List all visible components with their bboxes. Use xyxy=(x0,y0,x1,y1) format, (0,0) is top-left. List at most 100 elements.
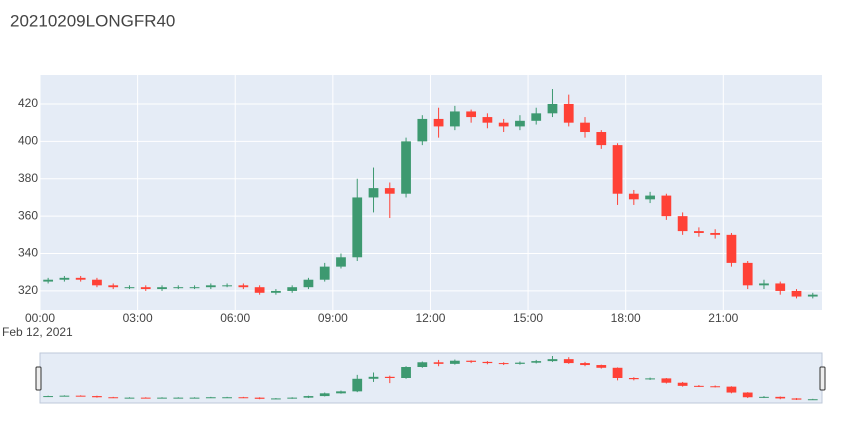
candle-body xyxy=(596,132,607,146)
candle-body xyxy=(124,287,135,289)
rangeslider-candle-body xyxy=(807,399,818,401)
candle-body xyxy=(319,266,330,280)
rangeslider-candle-body xyxy=(742,392,753,398)
rangeslider-candle-body xyxy=(108,397,119,399)
candle-body xyxy=(677,216,688,232)
candle-body xyxy=(368,188,379,198)
rangeslider-candle-body xyxy=(645,378,655,380)
rangeslider-candle-body xyxy=(661,378,672,383)
candle-body xyxy=(287,287,298,291)
rangeslider-candle-body xyxy=(791,398,802,400)
candle-body xyxy=(43,279,54,282)
candle-body xyxy=(775,283,786,291)
candle-body xyxy=(271,290,281,293)
candle-body xyxy=(563,103,574,123)
x-tick-label: 06:00 xyxy=(220,311,250,325)
candle-body xyxy=(238,285,249,288)
candle-body xyxy=(645,195,655,200)
candle-body xyxy=(482,117,493,123)
candle-body xyxy=(449,111,460,127)
rangeslider-candle-body xyxy=(173,397,184,399)
candle-body xyxy=(352,197,363,258)
candle-body xyxy=(59,277,70,280)
x-tick-label: 09:00 xyxy=(318,311,348,325)
x-tick-label: 18:00 xyxy=(611,311,641,325)
x-tick-label: 15:00 xyxy=(513,311,543,325)
rangeslider-candle-body xyxy=(466,360,477,362)
candle-body xyxy=(92,279,102,286)
rangeslider-candle-body xyxy=(384,376,395,378)
rangeslider-candle-body xyxy=(482,361,493,364)
rangeslider-candle-body xyxy=(157,397,167,399)
candle-body xyxy=(759,283,769,286)
rangeslider-candle-body xyxy=(303,396,314,398)
candle-body xyxy=(108,285,119,288)
candle-body xyxy=(580,122,590,133)
candle-body xyxy=(628,193,639,200)
rangeslider-candle-body xyxy=(75,395,86,397)
rangeslider-candle-body xyxy=(580,363,590,366)
candle-body xyxy=(173,287,184,289)
candle-body xyxy=(726,234,737,263)
rangeslider-candle-body xyxy=(368,376,379,379)
x-tick-label: 03:00 xyxy=(123,311,153,325)
rangeslider-candle-body xyxy=(612,367,623,378)
candle-body xyxy=(433,118,444,127)
candle-body xyxy=(336,257,346,267)
candle-body xyxy=(661,195,672,217)
candle-body xyxy=(254,287,265,293)
candle-body xyxy=(75,277,86,280)
y-tick-label: 420 xyxy=(18,96,38,110)
rangeslider-candle-body xyxy=(710,386,721,388)
candle-body xyxy=(205,285,216,288)
rangeslider-candle-body xyxy=(189,397,200,399)
y-tick-label: 360 xyxy=(18,208,38,222)
candle-body xyxy=(612,145,623,194)
rangeslider-candle-body xyxy=(531,361,542,363)
candle-body xyxy=(791,290,802,297)
rangeslider[interactable] xyxy=(39,352,823,404)
rangeslider-handle[interactable] xyxy=(35,366,42,391)
rangeslider-candle-body xyxy=(140,397,151,399)
candle-body xyxy=(189,287,200,289)
rangeslider-candle-body xyxy=(775,396,786,399)
rangeslider-candle-body xyxy=(401,367,411,378)
x-tick-label: 21:00 xyxy=(708,311,738,325)
rangeslider-candle-body xyxy=(433,362,444,364)
rangeslider-candle-body xyxy=(498,363,509,365)
rangeslider-candle-body xyxy=(222,397,232,399)
candle-body xyxy=(694,231,704,233)
rangeslider-candle-body xyxy=(547,359,558,362)
rangeslider-candle-body xyxy=(92,396,102,398)
candle-body xyxy=(466,111,477,118)
rangeslider-candle-body xyxy=(515,362,525,364)
candle-body xyxy=(384,188,395,194)
candle-body xyxy=(417,118,428,142)
rangeslider-candle-body xyxy=(205,397,216,399)
rangeslider-candle-body xyxy=(449,360,460,364)
candle-body xyxy=(401,141,411,194)
candle-body xyxy=(547,103,558,114)
x-date-label: Feb 12, 2021 xyxy=(2,325,73,339)
rangeslider-candle-body xyxy=(694,385,704,387)
candle-body xyxy=(157,287,167,290)
rangeslider-handle[interactable] xyxy=(819,366,826,391)
rangeslider-candle-body xyxy=(677,382,688,386)
rangeslider-candle-body xyxy=(336,391,346,394)
rangeslider-candle-body xyxy=(238,397,249,399)
chart-title: 20210209LONGFR40 xyxy=(10,11,175,30)
rangeslider-candle-body xyxy=(287,397,298,399)
y-tick-label: 400 xyxy=(18,134,38,148)
candle-body xyxy=(531,113,542,121)
rangeslider-candle-body xyxy=(628,378,639,380)
candle-body xyxy=(140,287,151,290)
candle-body xyxy=(515,120,525,127)
rangeslider-candle-body xyxy=(124,397,135,399)
x-tick-label: 12:00 xyxy=(415,311,445,325)
y-tick-label: 320 xyxy=(18,283,38,297)
y-tick-label: 340 xyxy=(18,246,38,260)
candle-body xyxy=(498,122,509,127)
rangeslider-candle-body xyxy=(271,398,281,400)
rangeslider-candle-body xyxy=(319,393,330,397)
